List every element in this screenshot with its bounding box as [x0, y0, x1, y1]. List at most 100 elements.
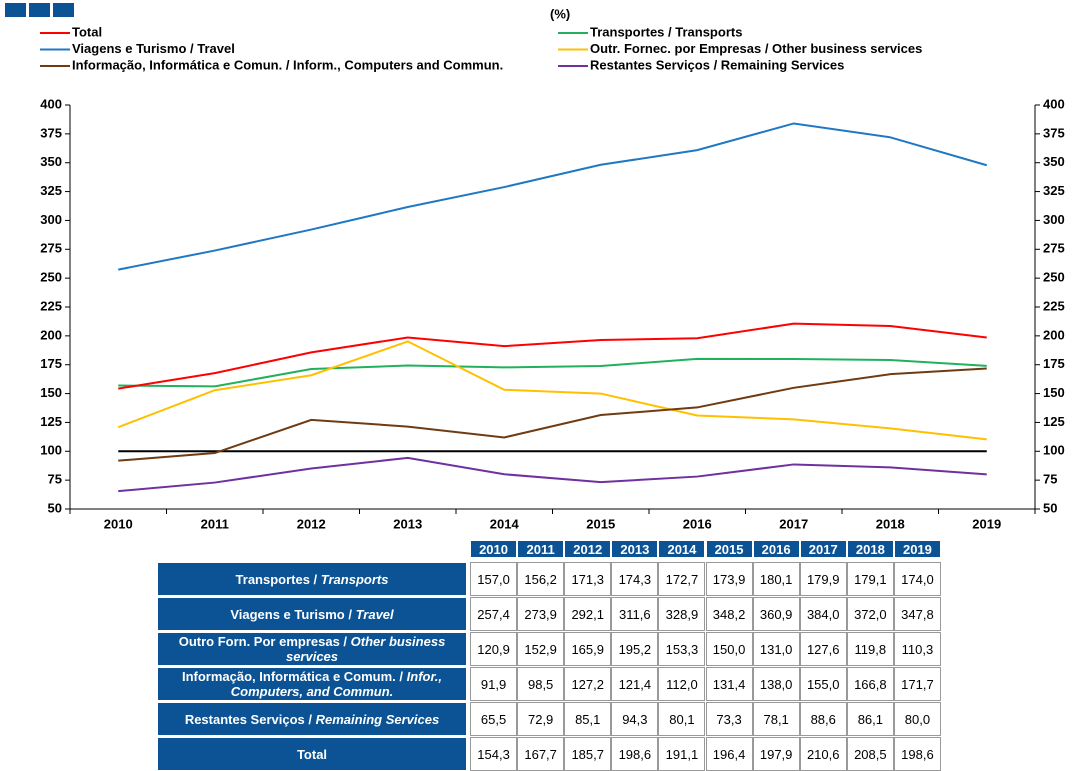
table-value: 185,7	[564, 737, 612, 771]
table-value: 197,9	[752, 737, 800, 771]
icon	[53, 3, 74, 17]
series-line	[118, 122, 988, 271]
y-tick-label: 300	[40, 212, 62, 227]
x-tick-label: 2019	[972, 516, 1001, 531]
legend-label: Restantes Serviços / Remaining Services	[590, 57, 844, 72]
table-header: 2015	[705, 540, 753, 558]
y2-tick-label: 100	[1043, 443, 1065, 458]
table-value: 121,4	[611, 667, 659, 701]
table-value: 73,3	[705, 702, 753, 736]
row-label-en: Remaining Services	[315, 711, 440, 727]
row-label: Outro Forn. Por empresas / Other busines…	[157, 632, 467, 666]
table-value: 165,9	[564, 632, 612, 666]
y2-tick-label: 300	[1043, 212, 1065, 227]
y2-tick-label: 125	[1043, 414, 1065, 429]
x-tick-label: 2012	[297, 516, 326, 531]
row-label-pt: Outro Forn. Por empresas /	[178, 634, 348, 649]
table-value: 174,3	[611, 562, 659, 596]
table-value: 157,0	[470, 562, 518, 596]
y-tick-label: 250	[40, 270, 62, 285]
y-tick-label: 200	[40, 327, 62, 342]
table-value: 119,8	[846, 632, 894, 666]
table-header: 2017	[799, 540, 847, 558]
chart-title: (%)	[550, 6, 570, 21]
y2-tick-label: 75	[1043, 472, 1057, 487]
table-value: 171,3	[564, 562, 612, 596]
series-line	[118, 456, 987, 493]
table-value: 347,8	[893, 597, 941, 631]
table-header: 2019	[893, 540, 941, 558]
x-tick-label: 2015	[586, 516, 615, 531]
series-line	[118, 357, 987, 388]
y-tick-label: 325	[40, 183, 62, 198]
table-value: 273,9	[517, 597, 565, 631]
table-value: 372,0	[846, 597, 894, 631]
y-tick-label: 275	[40, 241, 62, 256]
series-line	[118, 367, 987, 462]
icon	[5, 3, 26, 17]
y-tick-label: 75	[48, 472, 62, 487]
table-value: 292,1	[564, 597, 612, 631]
table-value: 172,7	[658, 562, 706, 596]
y2-tick-label: 350	[1043, 154, 1065, 169]
table-value: 198,6	[893, 737, 941, 771]
y2-tick-label: 225	[1043, 298, 1065, 313]
table-value: 174,0	[893, 562, 941, 596]
x-tick-label: 2011	[201, 516, 229, 531]
row-label-pt: Total	[296, 746, 328, 762]
y-tick-label: 50	[48, 500, 62, 515]
table-value: 80,0	[893, 702, 941, 736]
row-label-text: Outro Forn. Por empresas / Other busines…	[164, 634, 460, 664]
table-value: 167,7	[517, 737, 565, 771]
row-label-pt: Transportes /	[235, 571, 318, 587]
row-label: Transportes / Transports	[157, 562, 467, 596]
table-value: 191,1	[658, 737, 706, 771]
row-label-en: Travel	[355, 606, 394, 622]
table-value: 127,2	[564, 667, 612, 701]
series-line	[117, 340, 987, 441]
table-value: 360,9	[752, 597, 800, 631]
row-label: Restantes Serviços / Remaining Services	[157, 702, 467, 736]
table-value: 166,8	[846, 667, 894, 701]
y2-tick-label: 175	[1043, 356, 1065, 371]
table-value: 152,9	[517, 632, 565, 666]
row-label-text: Transportes / Transports	[236, 572, 389, 587]
y-tick-label: 150	[40, 385, 62, 400]
x-tick-label: 2013	[393, 516, 422, 531]
table-value: 138,0	[752, 667, 800, 701]
y-tick-label: 225	[40, 298, 62, 313]
x-tick-label: 2010	[104, 516, 133, 531]
table-value: 328,9	[658, 597, 706, 631]
table-value: 65,5	[470, 702, 518, 736]
legend-label: Outr. Fornec. por Empresas / Other busin…	[590, 41, 922, 56]
y-tick-label: 100	[40, 443, 62, 458]
table-value: 131,0	[752, 632, 800, 666]
table-value: 179,9	[799, 562, 847, 596]
table-value: 208,5	[846, 737, 894, 771]
table-value: 98,5	[517, 667, 565, 701]
icon	[29, 3, 50, 17]
row-label-pt: Restantes Serviços /	[184, 711, 312, 727]
table-header: 2016	[752, 540, 800, 558]
table-value: 195,2	[611, 632, 659, 666]
table-value: 155,0	[799, 667, 847, 701]
y2-tick-label: 150	[1043, 385, 1065, 400]
table-value: 311,6	[611, 597, 659, 631]
row-label-pt: Informação, Informática e Comum. /	[181, 669, 404, 684]
table-value: 179,1	[846, 562, 894, 596]
x-tick-label: 2014	[490, 516, 520, 531]
y-tick-label: 350	[40, 154, 62, 169]
table-value: 153,3	[658, 632, 706, 666]
x-tick-label: 2018	[876, 516, 905, 531]
y-tick-label: 375	[40, 125, 62, 140]
table-value: 171,7	[893, 667, 941, 701]
table-value: 180,1	[752, 562, 800, 596]
table-value: 85,1	[564, 702, 612, 736]
y-tick-label: 400	[40, 96, 62, 111]
y-tick-label: 175	[40, 356, 62, 371]
chart: (%) 50 75 100 125 150 175 200 225 250 275 300 325 35…	[5, 3, 1065, 531]
y2-tick-label: 325	[1043, 183, 1065, 198]
table-header: 2012	[564, 540, 612, 558]
y2-tick-label: 375	[1043, 125, 1065, 140]
row-label-en: Transports	[320, 571, 389, 587]
